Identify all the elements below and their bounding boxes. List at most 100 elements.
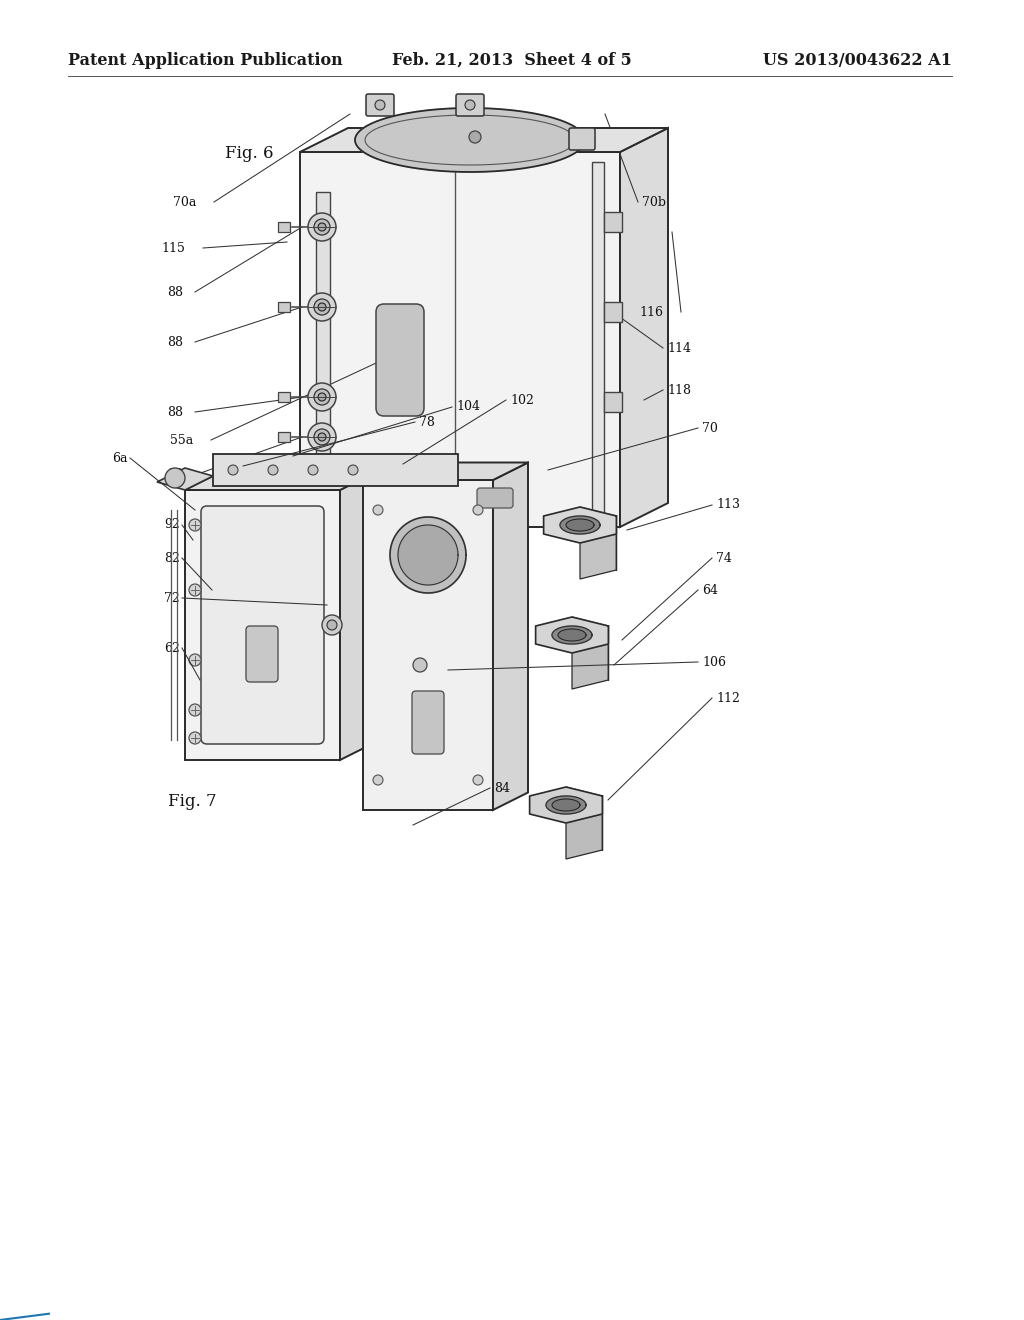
FancyBboxPatch shape — [592, 162, 604, 517]
Text: 88: 88 — [167, 405, 183, 418]
Circle shape — [165, 469, 185, 488]
Circle shape — [473, 506, 483, 515]
Text: 115: 115 — [161, 242, 185, 255]
Polygon shape — [552, 799, 580, 810]
FancyBboxPatch shape — [604, 302, 622, 322]
Polygon shape — [493, 462, 528, 810]
Circle shape — [189, 733, 201, 744]
Text: 88: 88 — [167, 335, 183, 348]
FancyBboxPatch shape — [213, 454, 458, 486]
Polygon shape — [390, 517, 466, 593]
Polygon shape — [157, 469, 213, 490]
FancyBboxPatch shape — [246, 626, 278, 682]
FancyBboxPatch shape — [300, 152, 620, 527]
Text: 116: 116 — [639, 305, 663, 318]
Polygon shape — [529, 787, 602, 822]
Circle shape — [318, 304, 326, 312]
Polygon shape — [300, 128, 668, 152]
FancyBboxPatch shape — [569, 128, 595, 150]
Text: 82: 82 — [164, 552, 180, 565]
Polygon shape — [572, 616, 608, 663]
Circle shape — [314, 429, 330, 445]
FancyBboxPatch shape — [604, 392, 622, 412]
Text: Patent Application Publication: Patent Application Publication — [68, 51, 343, 69]
Circle shape — [189, 653, 201, 667]
Polygon shape — [580, 535, 616, 579]
Polygon shape — [552, 626, 592, 644]
Text: 106: 106 — [702, 656, 726, 668]
Circle shape — [314, 219, 330, 235]
Circle shape — [469, 131, 481, 143]
Circle shape — [268, 465, 278, 475]
FancyBboxPatch shape — [456, 94, 484, 116]
Circle shape — [308, 465, 318, 475]
Text: 92: 92 — [164, 519, 180, 532]
Polygon shape — [340, 477, 368, 760]
FancyBboxPatch shape — [376, 304, 424, 416]
Circle shape — [189, 583, 201, 597]
FancyBboxPatch shape — [366, 94, 394, 116]
Circle shape — [308, 213, 336, 242]
Polygon shape — [546, 796, 586, 814]
Text: 72: 72 — [164, 591, 180, 605]
Polygon shape — [572, 644, 608, 689]
Polygon shape — [185, 477, 368, 490]
Text: 112: 112 — [716, 692, 740, 705]
FancyBboxPatch shape — [278, 302, 290, 312]
Text: 114: 114 — [667, 342, 691, 355]
Text: 104: 104 — [456, 400, 480, 413]
Text: 70: 70 — [702, 421, 718, 434]
Text: 78: 78 — [419, 416, 435, 429]
Circle shape — [308, 422, 336, 451]
Circle shape — [314, 300, 330, 315]
Text: 70a: 70a — [173, 195, 196, 209]
Circle shape — [373, 506, 383, 515]
Text: 55a: 55a — [170, 433, 193, 446]
Polygon shape — [566, 814, 602, 859]
Text: Feb. 21, 2013  Sheet 4 of 5: Feb. 21, 2013 Sheet 4 of 5 — [392, 51, 632, 69]
Polygon shape — [620, 128, 668, 527]
Circle shape — [228, 465, 238, 475]
Circle shape — [473, 775, 483, 785]
Text: 88: 88 — [167, 469, 183, 482]
Polygon shape — [355, 108, 585, 172]
Text: Fig. 7: Fig. 7 — [168, 793, 217, 810]
Circle shape — [318, 223, 326, 231]
Circle shape — [314, 389, 330, 405]
Polygon shape — [580, 507, 616, 552]
FancyBboxPatch shape — [278, 222, 290, 232]
Circle shape — [189, 519, 201, 531]
Circle shape — [465, 100, 475, 110]
Text: 89: 89 — [232, 513, 248, 527]
Text: 70b: 70b — [642, 195, 666, 209]
Polygon shape — [544, 507, 616, 543]
Polygon shape — [560, 516, 600, 535]
Text: 113: 113 — [716, 499, 740, 511]
Polygon shape — [566, 787, 602, 832]
FancyBboxPatch shape — [477, 488, 513, 508]
Circle shape — [308, 383, 336, 411]
Text: Fig. 6: Fig. 6 — [225, 145, 273, 162]
Text: 62: 62 — [164, 642, 180, 655]
Text: 74: 74 — [716, 552, 732, 565]
Circle shape — [318, 393, 326, 401]
Circle shape — [318, 433, 326, 441]
Circle shape — [348, 465, 358, 475]
Text: 64: 64 — [702, 583, 718, 597]
Circle shape — [322, 615, 342, 635]
FancyBboxPatch shape — [316, 191, 330, 467]
Polygon shape — [558, 630, 586, 642]
FancyBboxPatch shape — [278, 432, 290, 442]
Polygon shape — [566, 519, 594, 531]
Circle shape — [375, 100, 385, 110]
Text: 118: 118 — [667, 384, 691, 396]
FancyBboxPatch shape — [362, 480, 493, 810]
Circle shape — [189, 704, 201, 715]
Polygon shape — [398, 525, 458, 585]
Text: 84: 84 — [494, 781, 510, 795]
FancyBboxPatch shape — [278, 392, 290, 403]
Circle shape — [413, 657, 427, 672]
Text: 88: 88 — [167, 285, 183, 298]
FancyBboxPatch shape — [201, 506, 324, 744]
Circle shape — [327, 620, 337, 630]
